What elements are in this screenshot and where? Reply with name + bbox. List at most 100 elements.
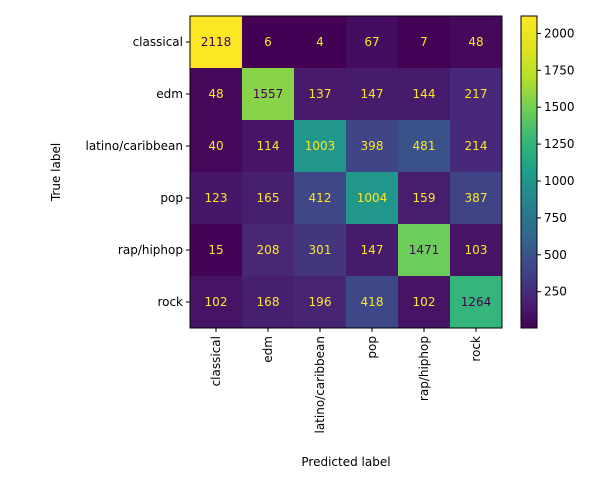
cell-value-label: 4 [316, 35, 324, 49]
cell-value-label: 159 [413, 191, 436, 205]
heatmap-cell [190, 172, 242, 224]
heatmap-cell [450, 16, 502, 68]
cell-value-label: 48 [208, 87, 223, 101]
cell-value-label: 214 [465, 139, 488, 153]
cell-value-label: 398 [361, 139, 384, 153]
cell-value-label: 67 [364, 35, 379, 49]
y-tick-label: latino/caribbean [85, 139, 183, 153]
cell-value-label: 137 [309, 87, 332, 101]
cell-value-label: 217 [465, 87, 488, 101]
heatmap-cell [450, 276, 502, 328]
cell-value-label: 1004 [357, 191, 388, 205]
heatmap-cells: 2118 6 4 67 7 48 48 1557 137 147 144 217 40 114 1003 39… [190, 16, 502, 328]
heatmap-cell [398, 16, 450, 68]
x-tick-label: edm [261, 336, 275, 363]
heatmap-cell [450, 120, 502, 172]
x-tick-label: pop [365, 336, 379, 359]
cell-value-label: 103 [465, 243, 488, 257]
heatmap-cell [190, 224, 242, 276]
heatmap-cell [346, 224, 398, 276]
cell-value-label: 2118 [201, 35, 232, 49]
colorbar-tick-label: 1250 [544, 137, 575, 151]
cell-value-label: 387 [465, 191, 488, 205]
cell-value-label: 102 [205, 295, 228, 309]
matrix-frame [189, 15, 503, 329]
colorbar-tick-label: 1750 [544, 63, 575, 77]
heatmap-cell [242, 224, 294, 276]
cell-value-label: 1557 [253, 87, 284, 101]
x-tick-label: rap/hiphop [417, 336, 431, 401]
heatmap-cell [346, 172, 398, 224]
heatmap-cell [450, 172, 502, 224]
heatmap-cell [346, 68, 398, 120]
heatmap-cell [294, 172, 346, 224]
x-tick-label: classical [209, 336, 223, 386]
heatmap-cell [294, 16, 346, 68]
heatmap-cell [242, 16, 294, 68]
cell-value-label: 168 [257, 295, 280, 309]
y-tick-label: rap/hiphop [118, 243, 183, 257]
y-tick-label: pop [160, 191, 183, 205]
cell-value-label: 123 [205, 191, 228, 205]
cell-value-label: 208 [257, 243, 280, 257]
y-tick-label: rock [157, 295, 183, 309]
heatmap-cell [294, 68, 346, 120]
cell-value-label: 7 [420, 35, 428, 49]
cell-value-label: 1471 [409, 243, 440, 257]
cell-value-label: 147 [361, 87, 384, 101]
cell-value-label: 1264 [461, 295, 492, 309]
cell-value-label: 165 [257, 191, 280, 205]
cell-value-label: 1003 [305, 139, 336, 153]
heatmap-cell [398, 224, 450, 276]
colorbar-tick-label: 500 [544, 248, 567, 262]
cell-value-label: 48 [468, 35, 483, 49]
heatmap-cell [346, 276, 398, 328]
x-tick-label: rock [469, 336, 483, 362]
heatmap-cell [242, 120, 294, 172]
heatmap-cell [242, 68, 294, 120]
heatmap-cell [398, 172, 450, 224]
cell-value-label: 301 [309, 243, 332, 257]
cell-value-label: 196 [309, 295, 332, 309]
cell-value-label: 6 [264, 35, 272, 49]
cell-value-label: 412 [309, 191, 332, 205]
colorbar [520, 15, 538, 329]
heatmap-cell [190, 120, 242, 172]
cell-value-label: 114 [257, 139, 280, 153]
cell-value-label: 40 [208, 139, 223, 153]
cell-value-label: 481 [413, 139, 436, 153]
colorbar-tick-label: 1500 [544, 100, 575, 114]
x-tick-label: latino/caribbean [313, 336, 327, 434]
heatmap-cell [190, 68, 242, 120]
y-axis-label: True label [49, 143, 63, 202]
heatmap-cell [294, 120, 346, 172]
heatmap-cell [242, 172, 294, 224]
heatmap-cell [450, 224, 502, 276]
x-tick-labels: classical edm latino/caribbean pop rap/hipho… [209, 328, 483, 434]
heatmap-cell [190, 276, 242, 328]
x-axis-label: Predicted label [301, 455, 390, 469]
colorbar-tick-label: 250 [544, 285, 567, 299]
y-tick-labels: classical edm latino/caribbean pop rap/hipho… [85, 35, 190, 309]
heatmap-cell [346, 16, 398, 68]
heatmap-cell [450, 68, 502, 120]
heatmap-cell [346, 120, 398, 172]
y-tick-label: edm [156, 87, 183, 101]
cell-value-label: 147 [361, 243, 384, 257]
cell-value-label: 15 [208, 243, 223, 257]
heatmap-cell [190, 16, 242, 68]
y-tick-label: classical [133, 35, 183, 49]
colorbar-tick-label: 750 [544, 211, 567, 225]
cell-value-label: 144 [413, 87, 436, 101]
cell-value-label: 418 [361, 295, 384, 309]
cell-value-label: 102 [413, 295, 436, 309]
colorbar-tick-label: 1000 [544, 174, 575, 188]
heatmap-cell [294, 224, 346, 276]
heatmap-cell [294, 276, 346, 328]
heatmap-cell [242, 276, 294, 328]
heatmap-cell [398, 120, 450, 172]
heatmap-cell [398, 68, 450, 120]
colorbar-ticks: 250 500 750 1000 1250 1500 1750 2000 [537, 26, 575, 299]
heatmap-cell [398, 276, 450, 328]
